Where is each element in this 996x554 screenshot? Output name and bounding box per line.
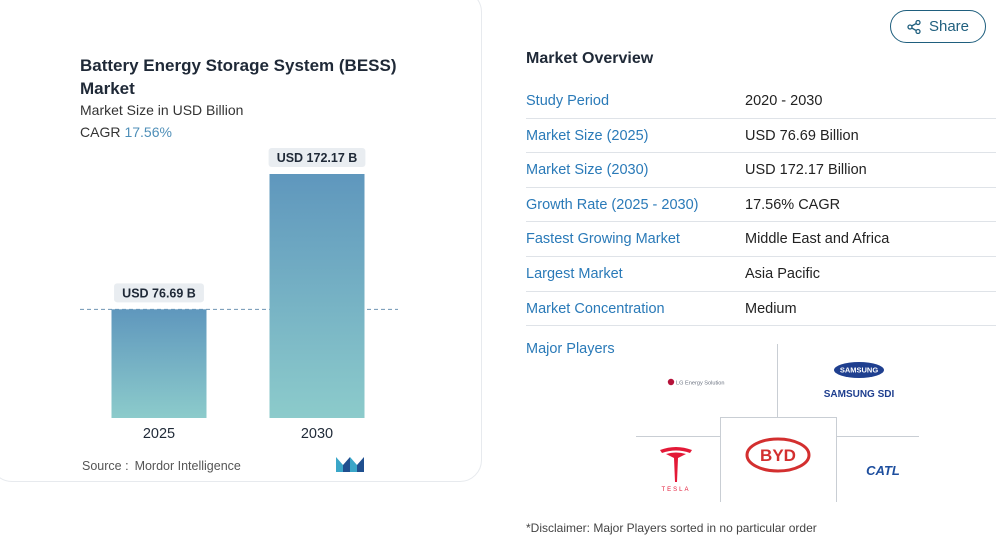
row-key[interactable]: Largest Market [526, 265, 623, 282]
chart-card [0, 0, 482, 482]
lg-energy-logo-text: LG Energy Solution [676, 381, 725, 387]
tesla-logo-icon: TESLA [660, 447, 692, 493]
catl-logo-text: CATL [866, 463, 900, 478]
bar-2025 [111, 309, 207, 418]
samsung-sdi-logo-icon: SAMSUNG SAMSUNG SDI [824, 362, 895, 400]
grid-divider [836, 417, 837, 502]
row-value: Middle East and Africa [745, 231, 890, 248]
samsung-sdi-logo-text: SAMSUNG SDI [824, 389, 895, 400]
share-button[interactable]: Share [890, 10, 986, 43]
bar-chart: USD 76.69 B 2025 USD 172.17 B 2030 [80, 148, 398, 442]
row-value: Medium [745, 300, 797, 317]
lg-energy-logo-icon: LG Energy Solution [667, 378, 725, 387]
row-key[interactable]: Growth Rate (2025 - 2030) [526, 196, 699, 213]
grid-divider [836, 436, 919, 437]
data-label-bg [268, 148, 366, 167]
overview-row-market-size-2030: Market Size (2030) USD 172.17 Billion [526, 153, 996, 188]
overview-table: Study Period 2020 - 2030 Market Size (20… [526, 84, 996, 327]
grid-divider [720, 417, 721, 502]
data-label-2025: USD 76.69 B [122, 286, 196, 300]
tesla-logo-text: TESLA [661, 487, 690, 493]
cagr-label: CAGR [80, 124, 121, 140]
chart-subtitle: Market Size in USD Billion [80, 102, 244, 118]
samsung-logo-text: SAMSUNG [840, 366, 879, 375]
data-label-bg [114, 283, 204, 303]
share-label: Share [928, 18, 970, 35]
row-key[interactable]: Fastest Growing Market [526, 231, 680, 248]
source-line: Source : Mordor Intelligence [82, 459, 241, 473]
chart-title: Battery Energy Storage System (BESS) Mar… [80, 56, 397, 98]
overview-row-concentration: Market Concentration Medium [526, 292, 996, 327]
x-tick-label-2030: 2030 [301, 426, 333, 442]
cagr-value: 17.56% [124, 124, 172, 140]
row-value: USD 76.69 Billion [745, 127, 859, 144]
x-tick-label-2025: 2025 [143, 426, 175, 442]
source-label: Source : [82, 459, 129, 473]
source-value: Mordor Intelligence [134, 459, 241, 473]
row-key[interactable]: Market Concentration [526, 300, 665, 317]
bar-2030 [269, 174, 365, 418]
row-value: Asia Pacific [745, 265, 820, 282]
row-key[interactable]: Market Size (2025) [526, 127, 649, 144]
overview-row-study-period: Study Period 2020 - 2030 [526, 84, 996, 119]
overview-row-market-size-2025: Market Size (2025) USD 76.69 Billion [526, 119, 996, 154]
data-label-2030: USD 172.17 B [277, 151, 358, 165]
catl-logo-icon: CATL [866, 463, 900, 478]
row-key[interactable]: Study Period [526, 93, 610, 109]
grid-divider [777, 344, 778, 417]
major-players-grid: LG Energy Solution SAMSUNG SAMSUNG SDI T… [636, 344, 919, 502]
grid-divider [636, 436, 720, 437]
row-value: 17.56% CAGR [745, 196, 841, 213]
row-key[interactable]: Market Size (2030) [526, 162, 649, 179]
mordor-intelligence-logo-icon [336, 457, 364, 472]
byd-logo-text: BYD [760, 446, 796, 465]
row-value: 2020 - 2030 [745, 93, 823, 109]
major-players-label[interactable]: Major Players [526, 341, 615, 357]
disclaimer: *Disclaimer: Major Players sorted in no … [526, 521, 817, 535]
row-value: USD 172.17 Billion [745, 162, 867, 179]
overview-row-largest-market: Largest Market Asia Pacific [526, 257, 996, 292]
overview-title: Market Overview [526, 50, 654, 67]
overview-row-growth-rate: Growth Rate (2025 - 2030) 17.56% CAGR [526, 188, 996, 223]
byd-logo-icon: BYD [745, 437, 811, 473]
overview-row-fastest-growing: Fastest Growing Market Middle East and A… [526, 222, 996, 257]
grid-divider [720, 417, 836, 418]
share-icon [907, 19, 921, 34]
cagr: CAGR 17.56% [80, 124, 172, 140]
